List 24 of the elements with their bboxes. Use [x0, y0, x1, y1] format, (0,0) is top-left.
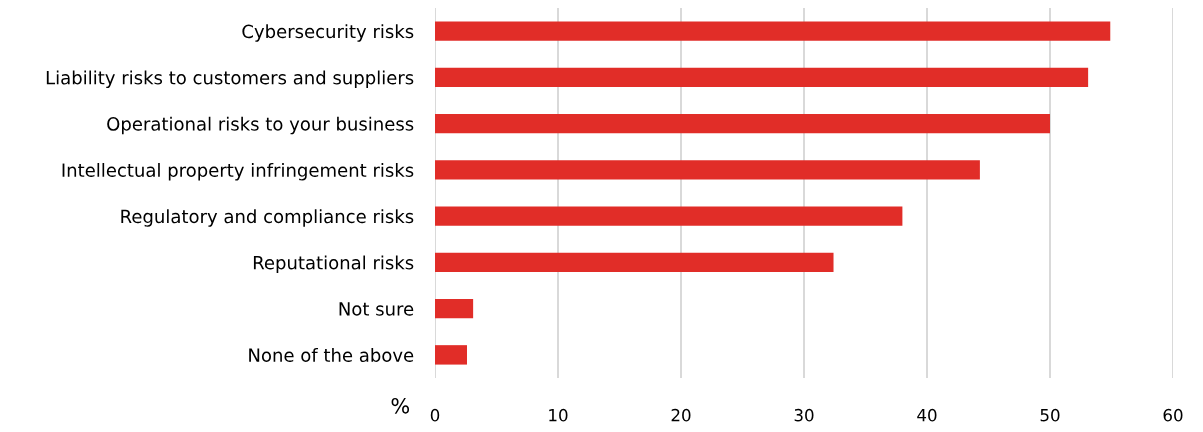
x-tick-label: 50	[1040, 408, 1060, 422]
x-axis-title: %	[391, 397, 410, 414]
y-tick-label: Intellectual property infringement risks	[62, 163, 414, 181]
bar	[435, 67, 1089, 88]
y-tick-label: Cybersecurity risks	[242, 24, 414, 42]
y-tick-label: None of the above	[249, 348, 414, 362]
x-tick-label: 30	[794, 408, 814, 422]
x-tick-label: 10	[549, 408, 568, 422]
x-tick-label: 60	[1163, 408, 1183, 422]
bar	[435, 252, 834, 273]
y-tick-label: Operational risks to your business	[107, 116, 414, 135]
y-tick-label: Not sure	[339, 302, 414, 316]
y-tick-label: Reputational risks	[253, 255, 414, 273]
x-tick-label: 40	[917, 408, 937, 422]
bar	[435, 298, 474, 319]
bar	[435, 206, 903, 226]
x-tick-label: 0	[430, 408, 440, 422]
bar	[435, 21, 1111, 41]
bar	[435, 160, 980, 180]
x-tick-label: 20	[671, 408, 691, 422]
bar	[435, 113, 1050, 134]
y-tick-label: Liability risks to customers and suppliers	[46, 70, 414, 88]
bar	[435, 345, 467, 365]
y-tick-label: Regulatory and compliance risks	[121, 209, 414, 227]
